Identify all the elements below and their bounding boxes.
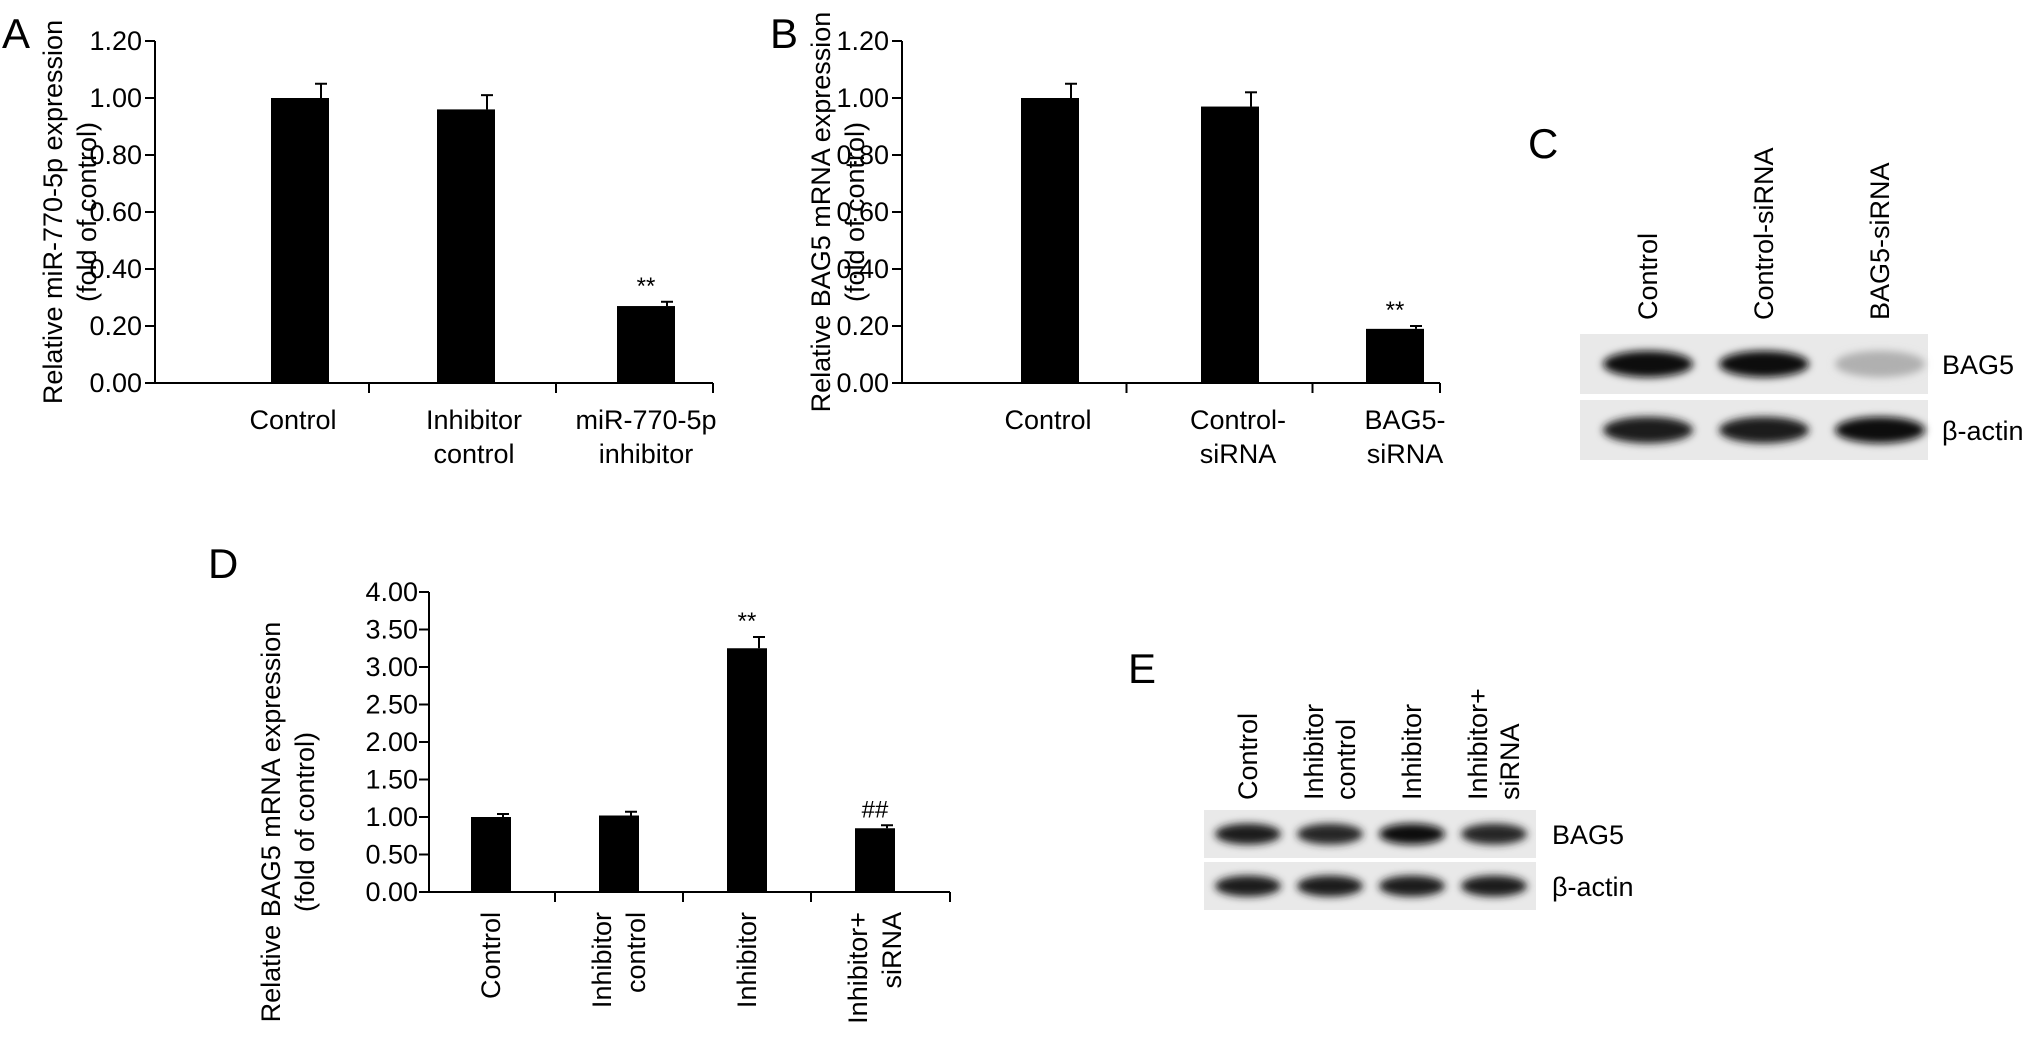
blot-band <box>1379 823 1445 845</box>
blot-lane-label: Control <box>1633 233 1663 320</box>
significance-label: ** <box>738 608 757 635</box>
x-category-label: siRNA <box>1367 439 1444 469</box>
y-tick-label: 0.00 <box>89 368 142 398</box>
x-category-label: inhibitor <box>599 439 694 469</box>
blot-band <box>1719 416 1809 444</box>
blot-band <box>1461 875 1527 897</box>
y-tick-label: 0.50 <box>365 840 418 870</box>
x-category-label: BAG5- <box>1364 405 1445 435</box>
significance-label: ## <box>862 796 889 823</box>
panel-letter-a: A <box>2 10 30 57</box>
blot-band <box>1297 875 1363 897</box>
bar <box>1021 98 1079 383</box>
y-tick-label: 3.00 <box>365 652 418 682</box>
y-tick-label: 1.50 <box>365 765 418 795</box>
blot-band <box>1215 875 1281 897</box>
y-tick-label: 0.80 <box>89 140 142 170</box>
blot-row-label: β-actin <box>1942 416 2024 446</box>
y-tick-label: 0.60 <box>89 197 142 227</box>
blot-band <box>1603 350 1693 378</box>
blot-lane-label: control <box>1331 719 1361 800</box>
western-blot-e: Control Inhibitor control Inhibitor Inhibito… <box>1204 688 1634 910</box>
blot-row-label: BAG5 <box>1942 350 2014 380</box>
blot-lane-label: Inhibitor <box>1299 704 1329 800</box>
y-tick-label: 1.20 <box>89 26 142 56</box>
y-tick-label: 0.00 <box>365 877 418 907</box>
y-tick-label: 0.40 <box>89 254 142 284</box>
x-category-label: Control <box>249 405 336 435</box>
blot-lane-label: Control-siRNA <box>1749 147 1779 320</box>
y-axis-title: (fold of control) <box>290 732 320 912</box>
chart-a: 0.00 0.20 0.40 0.60 0.80 1.00 1.20 Control Inhib… <box>38 20 717 469</box>
blot-lane-label: Inhibitor <box>1397 704 1427 800</box>
y-tick-label: 0.40 <box>836 254 889 284</box>
blot-lane-label: Inhibitor+ <box>1463 688 1493 800</box>
bar <box>599 815 639 892</box>
panel-letter-d: D <box>208 540 238 587</box>
y-tick-label: 2.00 <box>365 727 418 757</box>
blot-lane-label: Control <box>1233 713 1263 800</box>
bar <box>271 98 329 383</box>
x-category-label: Inhibitor <box>587 912 617 1008</box>
x-category-label: Control <box>1004 405 1091 435</box>
x-category-label: control <box>621 912 651 993</box>
y-tick-label: 2.50 <box>365 690 418 720</box>
x-category-label: Control- <box>1190 405 1286 435</box>
bar <box>437 109 495 384</box>
x-category-label: siRNA <box>877 912 907 989</box>
y-tick-label: 4.00 <box>365 577 418 607</box>
y-axis-title: Relative BAG5 mRNA expression <box>256 622 286 1023</box>
y-tick-label: 1.00 <box>836 83 889 113</box>
y-tick-label: 0.20 <box>836 311 889 341</box>
bar <box>1366 328 1424 383</box>
chart-d: 0.00 0.50 1.00 1.50 2.00 2.50 3.00 3.50 4.00 Cont… <box>256 577 951 1024</box>
y-axis-title: Relative BAG5 mRNA expression <box>806 12 836 413</box>
x-category-label: control <box>433 439 514 469</box>
x-category-label: Control <box>476 912 506 999</box>
blot-band <box>1835 350 1925 378</box>
blot-row-label: BAG5 <box>1552 820 1624 850</box>
bar <box>855 828 895 892</box>
blot-row-label: β-actin <box>1552 872 1634 902</box>
y-tick-label: 1.00 <box>365 802 418 832</box>
significance-label: ** <box>637 273 656 300</box>
blot-band <box>1297 823 1363 845</box>
blot-band <box>1835 416 1925 444</box>
blot-band <box>1603 416 1693 444</box>
blot-band <box>1379 875 1445 897</box>
blot-band <box>1719 350 1809 378</box>
bar <box>617 306 675 383</box>
bar <box>727 648 767 892</box>
western-blot-c: Control Control-siRNA BAG5-siRNA BAG5 β-acti… <box>1580 147 2024 460</box>
blot-lane-label: siRNA <box>1495 723 1525 800</box>
x-category-label: miR-770-5p <box>575 405 716 435</box>
bar <box>471 817 511 892</box>
panel-letter-b: B <box>770 10 798 57</box>
blot-band <box>1461 823 1527 845</box>
blot-lane-label: BAG5-siRNA <box>1865 162 1895 320</box>
y-tick-label: 0.80 <box>836 140 889 170</box>
blot-band <box>1215 823 1281 845</box>
y-axis-title: Relative miR-770-5p expression <box>38 20 68 404</box>
bar <box>1201 106 1259 384</box>
x-category-label: Inhibitor+ <box>843 912 873 1024</box>
y-axis-title: (fold of control) <box>840 122 870 302</box>
y-tick-label: 3.50 <box>365 615 418 645</box>
y-axis-title: (fold of control) <box>72 122 102 302</box>
y-tick-label: 1.20 <box>836 26 889 56</box>
x-category-label: siRNA <box>1200 439 1277 469</box>
y-tick-label: 0.60 <box>836 197 889 227</box>
x-category-label: Inhibitor <box>732 912 762 1008</box>
panel-letter-e: E <box>1128 645 1156 692</box>
y-tick-label: 0.20 <box>89 311 142 341</box>
y-tick-label: 1.00 <box>89 83 142 113</box>
significance-label: ** <box>1386 297 1405 324</box>
panel-letter-c: C <box>1528 120 1558 167</box>
y-tick-label: 0.00 <box>836 368 889 398</box>
x-category-label: Inhibitor <box>426 405 522 435</box>
chart-b: 0.00 0.20 0.40 0.60 0.80 1.00 1.20 Control Contr… <box>806 12 1446 469</box>
